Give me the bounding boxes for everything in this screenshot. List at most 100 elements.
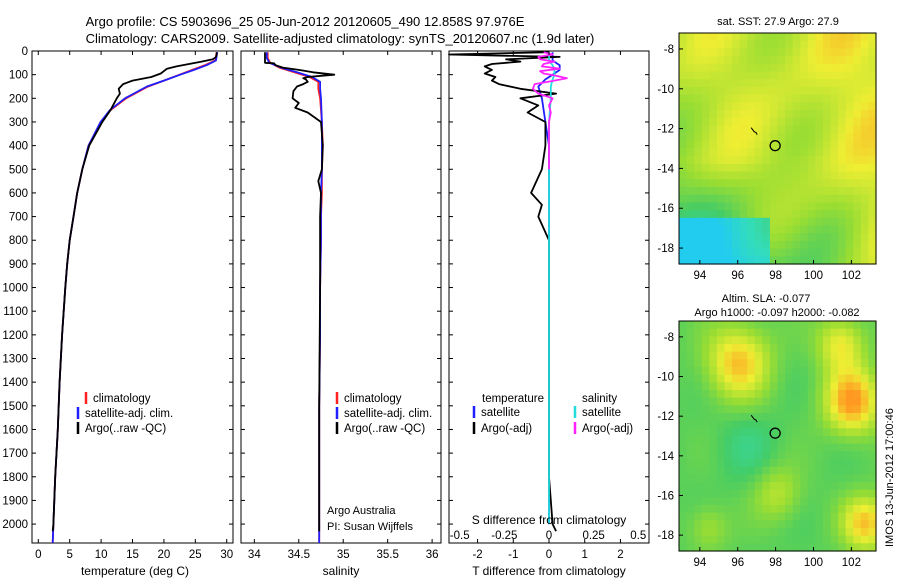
heatmap-cell [845,351,854,360]
heatmap-cell [845,390,854,399]
heatmap-cell [800,382,809,391]
heatmap-cell [739,528,748,537]
heatmap-cell [815,367,824,376]
heatmap-cell [807,390,816,399]
heatmap-cell [868,520,877,529]
heatmap-cell [807,148,816,157]
heatmap-cell [785,187,794,196]
heatmap-cell [800,187,809,196]
heatmap-cell [860,256,870,265]
heatmap-cell [724,163,733,173]
heatmap-cell [815,351,824,360]
heatmap-cell [769,102,779,111]
heatmap-cell [838,179,847,188]
heatmap-cell [822,351,832,360]
heatmap-cell [769,543,779,552]
heatmap-cell [694,163,703,173]
heatmap-cell [785,528,794,537]
heatmap-cell [724,40,733,49]
temperature-panel: 0 5 10 15 20 25 300100200300400500600700800900… [2,46,234,578]
heatmap-cell [762,240,771,250]
heatmap-cell [785,133,794,142]
heatmap-cell [822,94,832,103]
heatmap-cell [822,528,832,537]
heatmap-cell [845,543,854,552]
heatmap-cell [686,248,695,257]
heatmap-cell [686,336,695,345]
heatmap-cell [679,474,688,483]
heatmap-cell [838,48,847,57]
heatmap-cell [709,451,718,460]
heatmap-cell [868,194,877,203]
heatmap-cell [709,367,718,376]
y-tick-label: 600 [9,188,28,200]
heatmap-cell [754,528,763,537]
heatmap-cell [800,390,809,399]
heatmap-cell [807,474,816,483]
heatmap-cell [732,63,741,73]
heatmap-cell [724,374,733,383]
heatmap-cell [792,86,801,96]
heatmap-cell [686,102,695,111]
heatmap-cell [868,56,877,65]
heatmap-cell [732,359,741,368]
heatmap-cell [785,148,794,157]
heatmap-cell [716,194,726,203]
heatmap-cell [679,359,688,368]
heatmap-cell [747,413,756,422]
heatmap-cell [792,225,801,234]
heatmap-cell [747,48,756,57]
heatmap-cell [709,374,718,383]
heatmap-cell [777,359,786,368]
heatmap-cell [739,535,748,544]
heatmap-cell [785,466,794,475]
heatmap-cell [716,210,726,219]
heatmap-cell [694,48,703,57]
heatmap-cell [769,40,779,49]
heatmap-cell [792,390,801,399]
heatmap-cell [807,497,816,506]
heatmap-cell [754,420,763,429]
heatmap-cell [754,367,763,376]
heatmap-cell [785,443,794,452]
heatmap-cell [769,225,779,234]
heatmap-cell [868,140,877,150]
heatmap-cell [709,248,718,257]
heatmap-cell [724,520,733,529]
heatmap-cell [762,321,771,330]
heatmap-cell [716,163,726,173]
heatmap-cell [739,405,748,414]
heatmap-cell [868,405,877,414]
heatmap-cell [838,505,847,514]
heatmap-cell [701,179,710,188]
heatmap-cell [792,336,801,345]
heatmap-cell [762,528,771,537]
heatmap-cell [747,248,756,257]
heatmap-cell [830,413,839,422]
x-tick-label: 34.5 [288,549,310,561]
heatmap-cell [724,505,733,514]
y-tick-label: 1600 [2,424,28,436]
heatmap-cell [732,413,741,422]
heatmap-cell [845,194,854,203]
heatmap-cell [792,382,801,391]
heatmap-cell [739,163,748,173]
heatmap-cell [686,179,695,188]
heatmap-cell [860,459,870,468]
heatmap-cell [822,328,832,337]
heatmap-cell [686,436,695,445]
heatmap-cell [838,210,847,219]
heatmap-cell [853,512,862,521]
heatmap-cell [732,451,741,460]
heatmap-cell [860,56,870,65]
heatmap-cell [868,382,877,391]
heatmap-cell [709,336,718,345]
heatmap-cell [845,56,854,65]
heatmap-cell [709,405,718,414]
heatmap-cell [853,202,862,211]
heatmap-cell [686,520,695,529]
heatmap-cell [822,443,832,452]
heatmap-cell [860,233,870,242]
heatmap-cell [724,367,733,376]
heatmap-cell [868,79,877,88]
